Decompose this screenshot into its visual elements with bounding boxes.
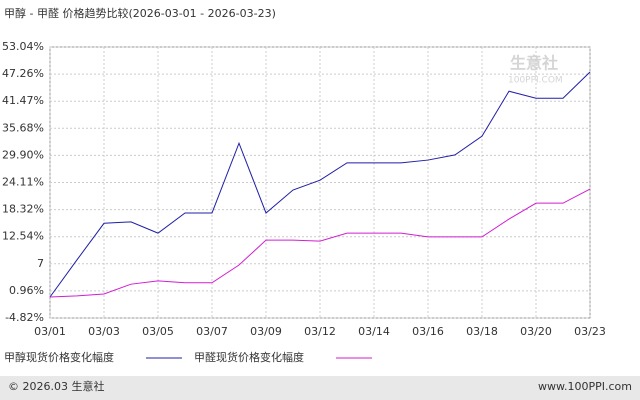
x-tick-label: 03/14 bbox=[358, 325, 390, 338]
y-tick-label: 0.96% bbox=[9, 284, 44, 297]
x-tick-label: 03/20 bbox=[520, 325, 552, 338]
x-tick-label: 03/01 bbox=[34, 325, 66, 338]
y-tick-label: 53.04% bbox=[2, 40, 44, 53]
x-tick-label: 03/03 bbox=[88, 325, 120, 338]
series-line bbox=[49, 71, 591, 298]
x-tick-label: 03/07 bbox=[196, 325, 228, 338]
y-tick-label: 47.26% bbox=[2, 67, 44, 80]
x-tick-label: 03/23 bbox=[574, 325, 606, 338]
watermark: 100PPI.COM bbox=[508, 76, 563, 86]
y-tick-label: 12.54% bbox=[2, 230, 44, 243]
x-tick-label: 03/09 bbox=[250, 325, 282, 338]
watermark: 生意社 bbox=[510, 54, 558, 73]
legend-label: 甲醛现货价格变化幅度 bbox=[194, 350, 304, 364]
footer-bar bbox=[0, 376, 640, 400]
y-tick-label: 41.47% bbox=[2, 94, 44, 107]
y-tick-label: 29.90% bbox=[2, 148, 44, 161]
series-line bbox=[49, 188, 591, 298]
x-tick-label: 03/12 bbox=[304, 325, 336, 338]
y-tick-label: 7 bbox=[37, 257, 44, 270]
footer-text: www.100PPI.com bbox=[538, 380, 632, 393]
y-tick-label: -4.82% bbox=[5, 311, 44, 324]
y-tick-label: 18.32% bbox=[2, 203, 44, 216]
y-tick-label: 24.11% bbox=[2, 176, 44, 189]
x-tick-label: 03/05 bbox=[142, 325, 174, 338]
y-tick-label: 35.68% bbox=[2, 121, 44, 134]
x-tick-label: 03/16 bbox=[412, 325, 444, 338]
legend-label: 甲醇现货价格变化幅度 bbox=[4, 350, 114, 364]
x-tick-label: 03/18 bbox=[466, 325, 498, 338]
footer-text: © 2026.03 生意社 bbox=[8, 379, 104, 393]
chart-title: 甲醇 - 甲醛 价格趋势比较(2026-03-01 - 2026-03-23) bbox=[4, 6, 276, 20]
